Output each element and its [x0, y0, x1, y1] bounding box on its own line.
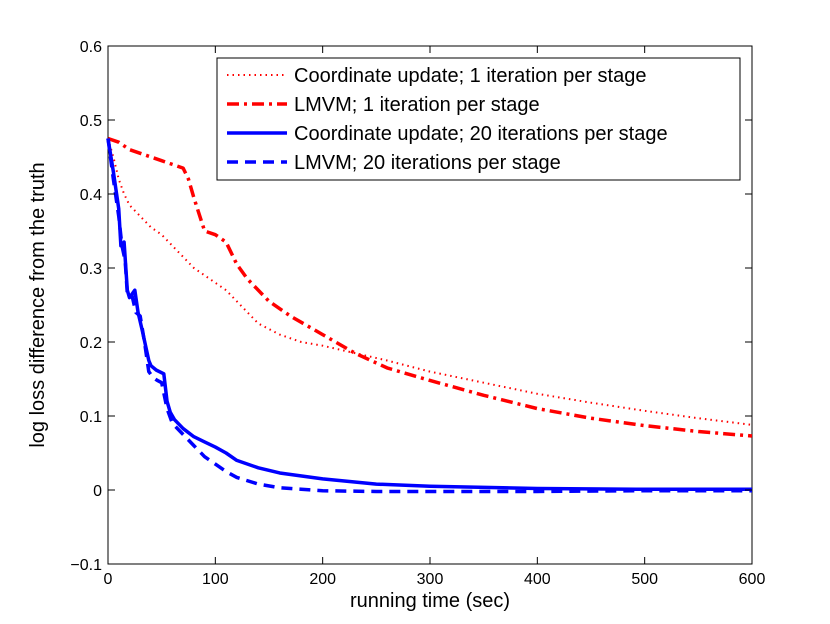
legend: Coordinate update; 1 iteration per stage…	[216, 57, 741, 181]
x-tick-label: 500	[631, 571, 658, 588]
series-line-4	[106, 138, 752, 494]
x-axis-label: running time (sec)	[350, 590, 510, 612]
y-tick-label: 0	[93, 483, 102, 500]
y-axis-label: log loss difference from the truth	[27, 162, 49, 447]
legend-label-4: LMVM; 20 iterations per stage	[294, 152, 561, 174]
x-tick-label: 0	[104, 571, 113, 588]
x-tick-label: 300	[417, 571, 444, 588]
x-tick-label: 100	[202, 571, 229, 588]
x-tick-label: 600	[739, 571, 766, 588]
series-layer	[106, 136, 753, 494]
x-tick-label: 200	[309, 571, 336, 588]
ticks-layer: 0 100 200 300 400 500 600−0.100.10.20.30.40.50…	[70, 39, 765, 588]
series-line-3	[106, 138, 752, 492]
y-tick-label: 0.5	[80, 113, 102, 130]
y-tick-label: 0.2	[80, 335, 102, 352]
y-tick-label: 0.3	[80, 261, 102, 278]
x-tick-label: 400	[524, 571, 551, 588]
legend-label-1: Coordinate update; 1 iteration per stage	[294, 65, 646, 87]
series-line-1	[107, 138, 753, 426]
legend-label-2: LMVM; 1 iteration per stage	[294, 94, 540, 116]
legend-label-3: Coordinate update; 20 iterations per sta…	[294, 123, 668, 145]
y-tick-label: −0.1	[70, 557, 102, 574]
y-tick-label: 0.6	[80, 39, 102, 56]
legend-box	[216, 57, 741, 181]
series-line-2	[107, 136, 753, 438]
y-tick-label: 0.1	[80, 409, 102, 426]
y-tick-label: 0.4	[80, 187, 102, 204]
